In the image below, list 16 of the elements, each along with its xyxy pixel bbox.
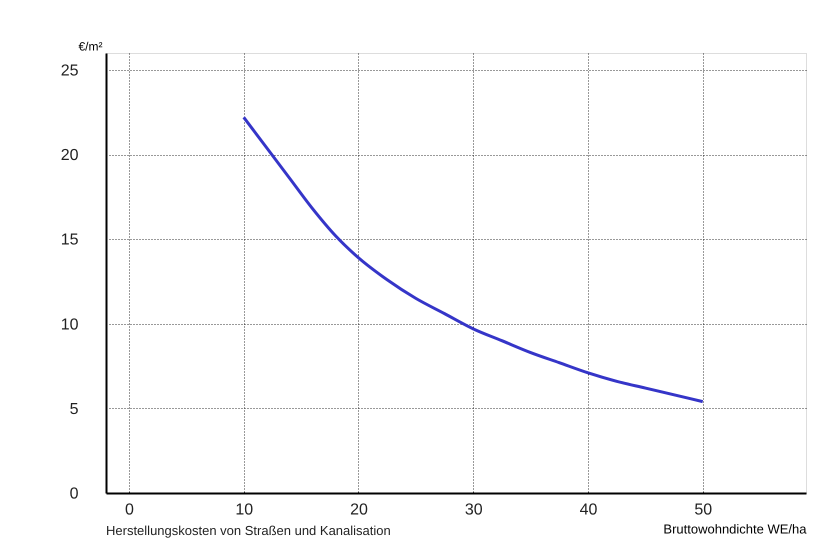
y-axis-title: €/m²: [78, 40, 103, 54]
x-tick-label: 30: [464, 502, 483, 518]
x-tick-label: 20: [350, 502, 368, 518]
y-tick-label: 0: [70, 486, 79, 502]
x-tick-label: 0: [125, 502, 134, 518]
y-tick-label: 25: [60, 62, 79, 80]
x-tick-label: 10: [235, 502, 254, 518]
line-series: [242, 116, 704, 404]
y-tick-label: 10: [60, 316, 79, 334]
text: Herstellungskosten von Straßen und Kanalisation: [106, 523, 391, 538]
y-tick-label: 15: [60, 232, 79, 249]
y-tick-label: 5: [70, 400, 79, 418]
x-tick-label: 40: [580, 502, 598, 518]
x-axis-title: Bruttowohndichte WE/ha: [663, 522, 808, 536]
x-tick-label: 50: [694, 502, 712, 518]
y-tick-label: 20: [60, 147, 79, 164]
